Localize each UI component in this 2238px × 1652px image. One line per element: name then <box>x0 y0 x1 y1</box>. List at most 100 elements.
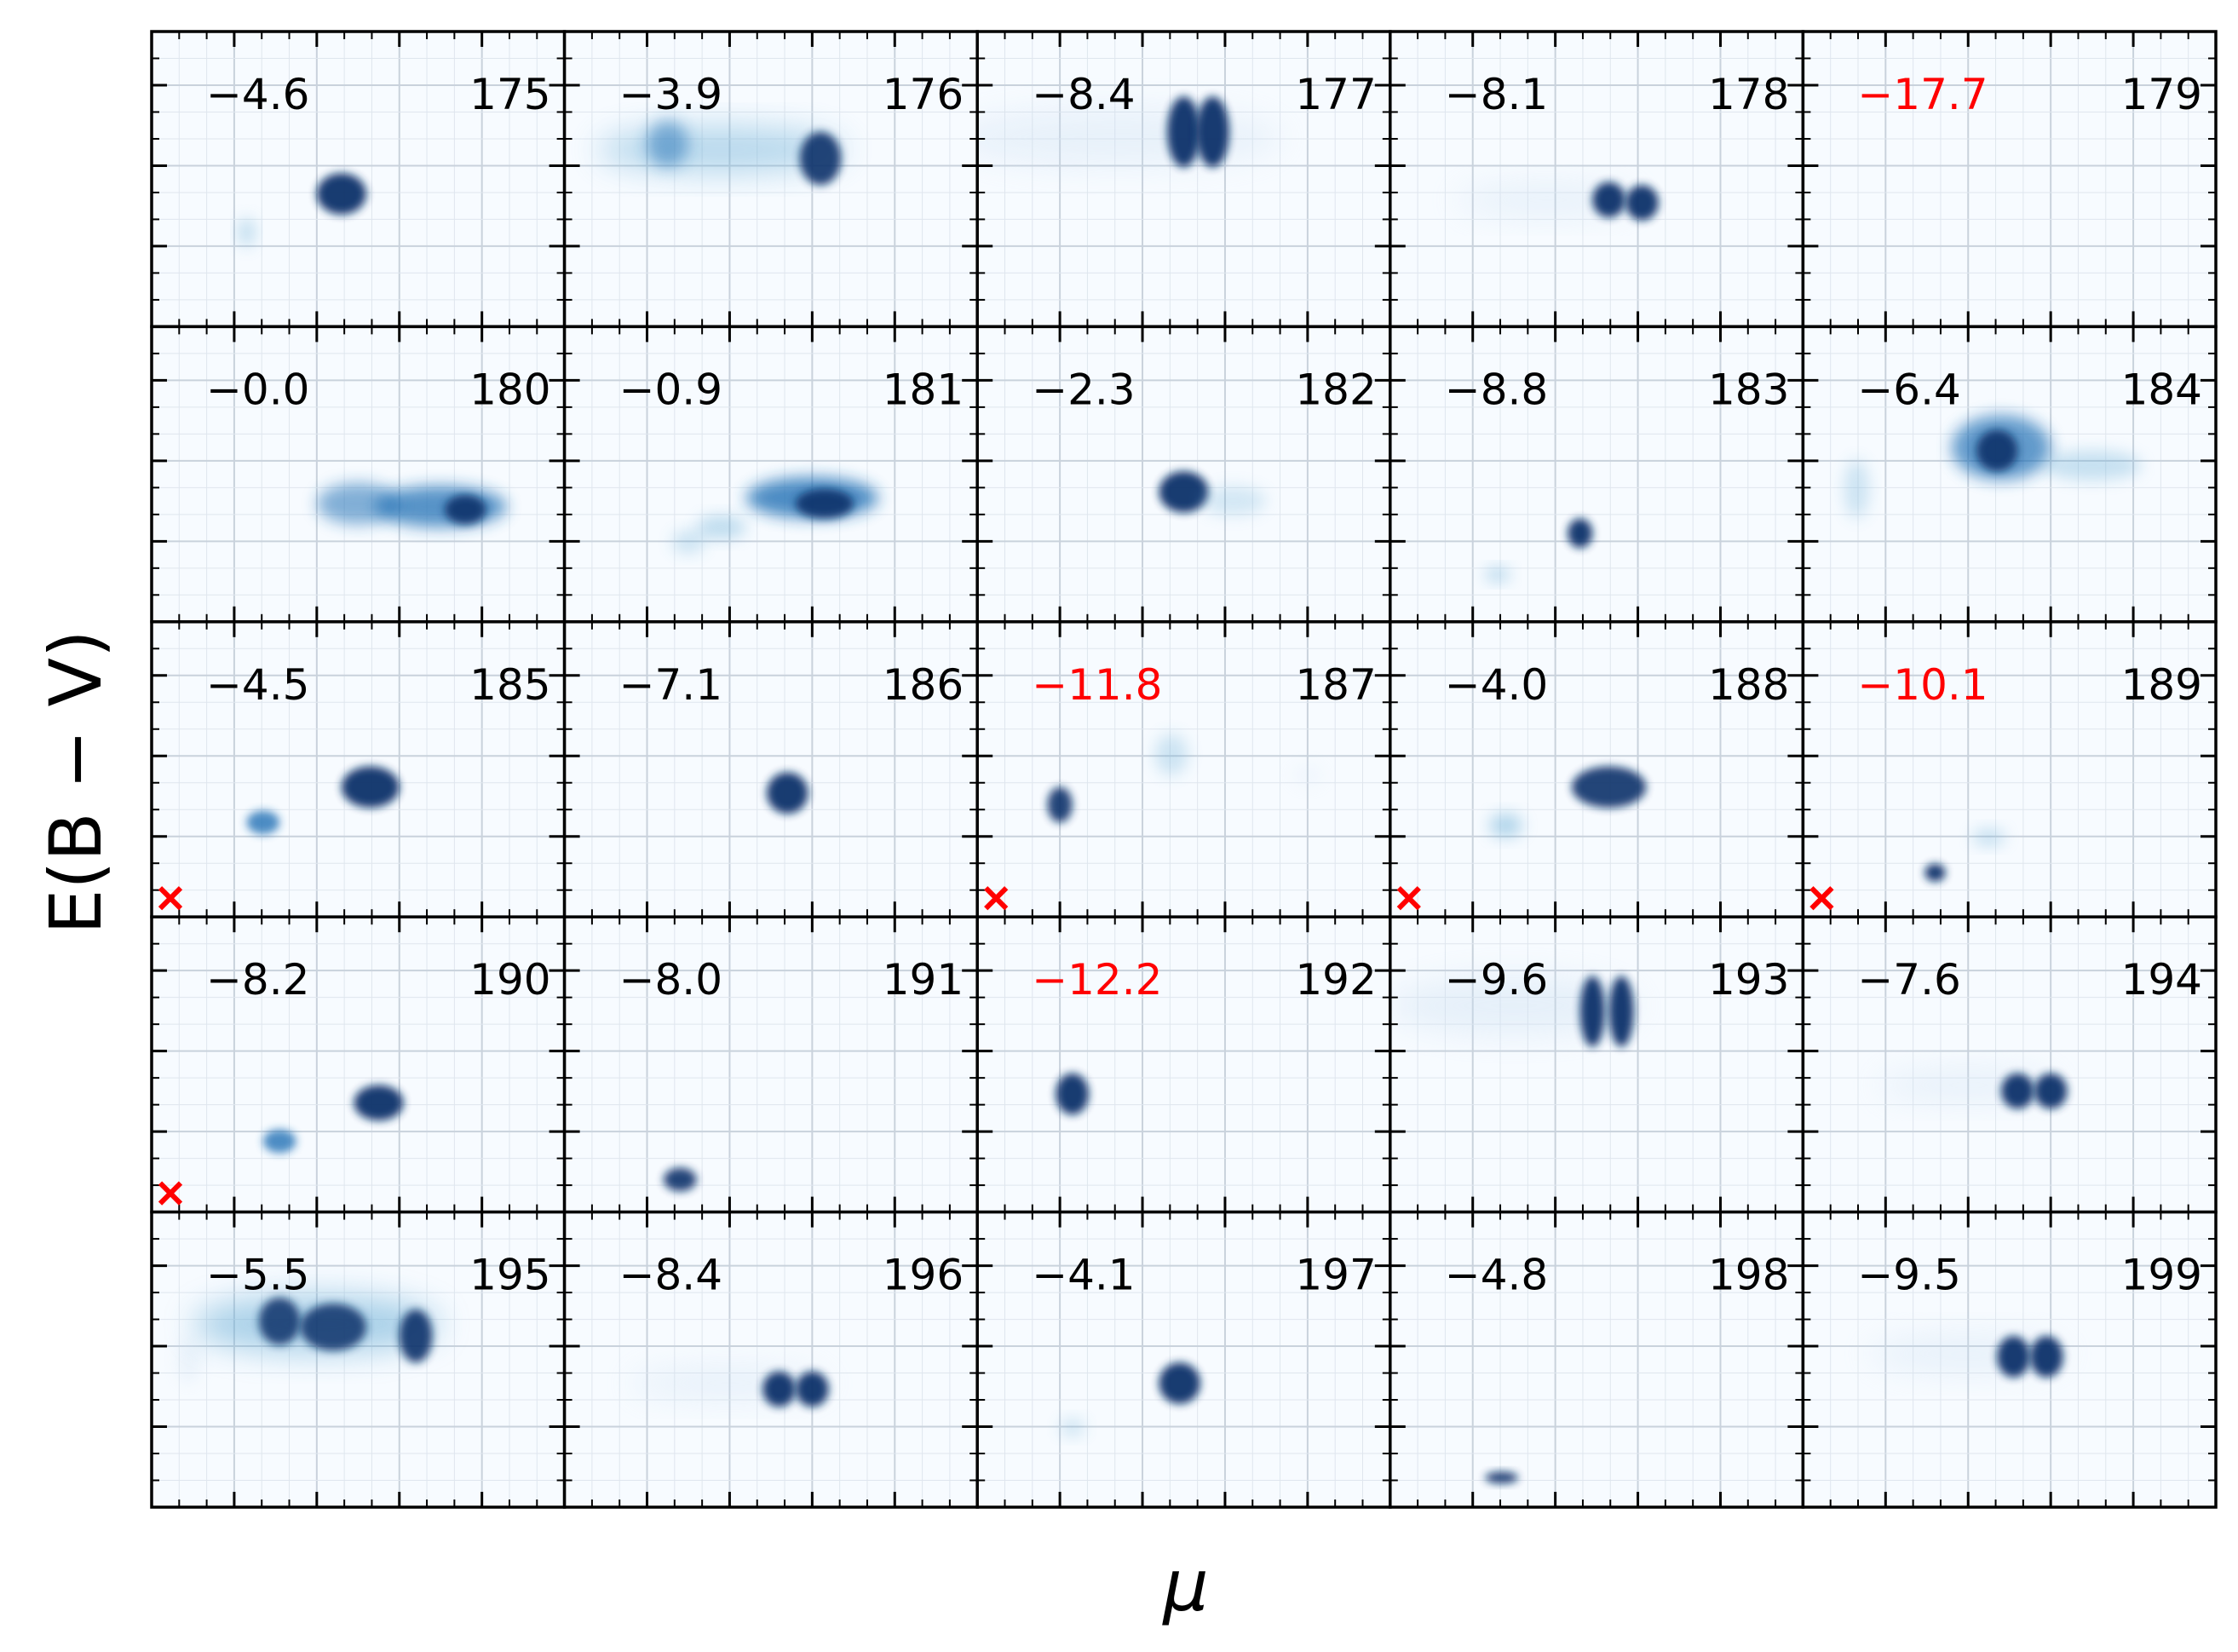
panel-index-label: 190 <box>469 955 550 1004</box>
panel-192: −12.2 192 <box>975 915 1392 1214</box>
panel-index-label: 188 <box>1708 660 1789 710</box>
panel-grid <box>152 32 565 327</box>
density-blob <box>671 530 705 555</box>
density-map <box>1877 1067 2068 1109</box>
panel-193: −9.6 193 <box>1389 915 1805 1214</box>
panel-195: −5.5 195 <box>150 1210 567 1509</box>
panel-index-label: 178 <box>1708 70 1789 119</box>
panel-background <box>1389 1212 1804 1507</box>
panel-background <box>977 32 1390 327</box>
panel-index-label: 198 <box>1708 1251 1789 1300</box>
density-blob <box>1196 96 1229 168</box>
density-blob <box>1200 486 1267 516</box>
density-map <box>1489 766 1647 838</box>
panel-198: −4.8 198 <box>1389 1210 1805 1509</box>
density-map <box>1485 1471 1519 1484</box>
density-map <box>597 119 846 186</box>
density-map <box>1056 1073 1090 1115</box>
panel-ticks <box>1389 32 1804 327</box>
density-map <box>1485 518 1593 583</box>
density-blob <box>663 1167 697 1192</box>
panel-grid <box>1389 917 1804 1212</box>
density-blob <box>354 1085 404 1121</box>
panel-grid <box>152 1212 565 1507</box>
panel-177: −8.4 177 <box>975 30 1392 329</box>
density-blob <box>300 1303 366 1351</box>
panel-index-label: 194 <box>2121 955 2202 1004</box>
density-blob <box>1997 1336 2030 1378</box>
panel-background <box>1803 32 2216 327</box>
density-blob <box>1047 786 1073 823</box>
density-blob <box>1625 185 1659 221</box>
density-blob <box>1159 471 1209 513</box>
panel-182: −2.3 182 <box>975 325 1392 624</box>
panel-grid <box>152 621 565 918</box>
panel-178: −8.1 178 <box>1389 30 1805 329</box>
panel-value-label: −11.8 <box>1032 660 1162 710</box>
density-map <box>1389 976 1638 1047</box>
density-map <box>663 1167 697 1192</box>
panel-value-label: −4.5 <box>206 660 309 710</box>
density-blob <box>799 131 842 186</box>
density-blob <box>246 810 280 835</box>
panel-background <box>152 326 565 622</box>
panel-199: −9.5 199 <box>1801 1210 2218 1509</box>
density-blob <box>1389 976 1638 1035</box>
panel-grid <box>1389 1212 1804 1507</box>
panel-197: −4.1 197 <box>975 1210 1392 1509</box>
density-blob <box>1572 766 1647 809</box>
panel-grid <box>977 1212 1390 1507</box>
panel-index-label: 197 <box>1295 1251 1376 1300</box>
panel-index-label: 195 <box>469 1251 550 1300</box>
density-map <box>238 173 366 247</box>
panel-ticks <box>1389 1212 1804 1507</box>
density-blob <box>1844 459 1869 519</box>
density-blob <box>1568 518 1593 549</box>
density-blob <box>795 1371 829 1407</box>
panel-value-label: −8.0 <box>619 955 722 1004</box>
density-map <box>1047 734 1325 823</box>
density-blob <box>1489 813 1522 838</box>
panel-grid <box>1389 621 1804 918</box>
panel-background <box>564 621 978 918</box>
density-blob <box>341 766 400 809</box>
panel-value-label: −3.9 <box>619 70 722 119</box>
panel-grid <box>564 917 978 1212</box>
panel-index-label: 199 <box>2121 1251 2202 1300</box>
density-blob <box>2042 450 2142 481</box>
density-blob <box>399 1309 433 1363</box>
cross-marker <box>984 886 1009 911</box>
panel-value-label: −8.4 <box>1032 70 1135 119</box>
y-axis-label: E(B − V) <box>34 630 118 935</box>
density-blob <box>1056 1073 1090 1115</box>
density-blob <box>1579 976 1605 1047</box>
density-blob <box>1924 863 1946 882</box>
density-blob <box>647 119 688 168</box>
panel-grid <box>1389 326 1804 622</box>
cross-marker <box>1809 886 1834 911</box>
panel-background <box>1389 917 1804 1212</box>
panel-background <box>1803 917 2216 1212</box>
panel-grid <box>977 621 1390 918</box>
density-blob <box>262 1129 296 1154</box>
density-blob <box>2001 1073 2034 1109</box>
panel-value-label: −9.5 <box>1857 1251 1960 1300</box>
panel-grid <box>977 326 1390 622</box>
panel-value-label: −0.0 <box>206 365 309 414</box>
panels-grid: −4.6 175 −3.9 176 −8.4 177 −8.1 178 −17.7 179 −0.0… <box>150 30 2218 1509</box>
panel-ticks <box>1803 1212 2216 1507</box>
panel-grid <box>152 917 565 1212</box>
density-blob <box>316 482 400 525</box>
panel-184: −6.4 184 <box>1801 325 2218 624</box>
panel-grid <box>1803 32 2216 327</box>
panel-194: −7.6 194 <box>1801 915 2218 1214</box>
panel-180: −0.0 180 <box>150 325 567 624</box>
density-blob <box>1456 181 1638 218</box>
density-map <box>767 772 808 814</box>
panel-189: −10.1 189 <box>1801 620 2218 918</box>
panel-186: −7.1 186 <box>562 620 979 918</box>
cross-marker <box>158 1181 183 1206</box>
panel-index-label: 184 <box>2121 365 2202 414</box>
panel-background <box>1803 621 2216 918</box>
